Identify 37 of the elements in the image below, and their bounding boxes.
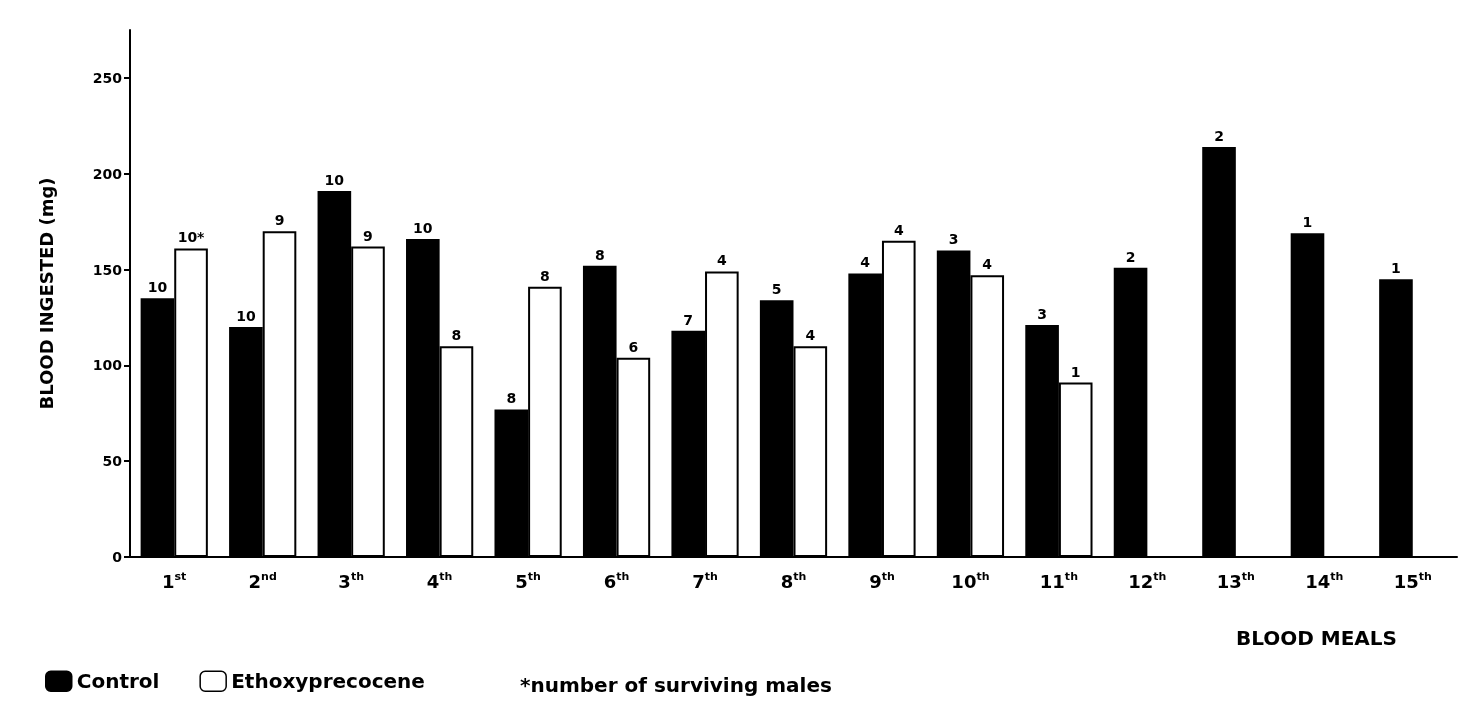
annotation: 2 (1125, 248, 1136, 265)
annotation: 4 (982, 256, 993, 273)
annotation: 4 (716, 252, 727, 269)
y-tick-label: 150 (92, 261, 123, 278)
annotation: 10* (177, 229, 206, 246)
annotation: 10 (236, 308, 256, 325)
legend-label: Control (76, 669, 160, 694)
y-tick-label: 0 (112, 549, 123, 565)
x-axis-title: BLOOD MEALS (1235, 626, 1398, 650)
y-tick-label: 200 (92, 165, 123, 182)
annotation: 8 (540, 267, 550, 284)
annotation: 8 (594, 246, 605, 263)
annotation: 4 (805, 327, 816, 344)
text: *number of surviving males (520, 673, 832, 697)
annotation: 10 (324, 171, 345, 188)
annotation: 1 (1302, 214, 1313, 231)
annotation: 3 (1037, 306, 1047, 323)
y-tick-label: 50 (102, 453, 123, 470)
annotation: 2 (1214, 127, 1224, 144)
annotation: 4 (860, 254, 871, 271)
annotation: 8 (451, 327, 462, 344)
annotation: 9 (363, 227, 373, 244)
annotation: 7 (683, 311, 694, 328)
y-tick-label: 100 (92, 357, 123, 374)
annotation: 8 (506, 390, 517, 407)
annotation: 3 (948, 231, 959, 248)
annotation: 4 (893, 221, 904, 238)
y-tick-label: 250 (92, 69, 123, 86)
legend-label: Ethoxyprecocene (231, 669, 425, 694)
y-axis-title: BLOOD INGESTED (mg) (35, 177, 57, 410)
annotation: 1 (1391, 260, 1401, 277)
annotation: 1 (1070, 363, 1081, 380)
annotation: 10 (413, 219, 433, 236)
annotation: 10 (147, 279, 168, 296)
annotation: 6 (628, 338, 639, 355)
annotation: 5 (771, 281, 782, 298)
annotation: 9 (274, 212, 285, 229)
